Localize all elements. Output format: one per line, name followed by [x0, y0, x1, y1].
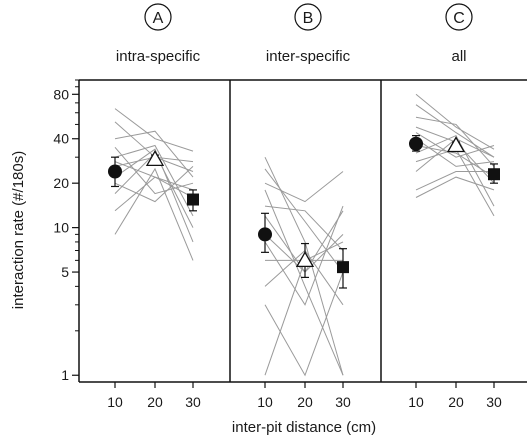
individual-lines	[114, 93, 495, 377]
individual-line	[114, 144, 194, 217]
mean-circle-marker	[409, 136, 423, 151]
mean-circle-marker	[108, 164, 122, 179]
individual-line	[415, 176, 495, 198]
panel-frames	[78, 79, 527, 383]
individual-line	[415, 116, 495, 167]
y-tick-label: 5	[61, 264, 69, 280]
y-axis-label: interaction rate (#/180s)	[10, 151, 27, 309]
x-tick-label: 20	[448, 394, 464, 410]
individual-line	[264, 168, 344, 273]
panel-letter-circle	[144, 3, 172, 31]
x-tick-label: 20	[297, 394, 313, 410]
individual-line	[415, 148, 495, 217]
x-tick-label: 10	[107, 394, 123, 410]
x-tick-label: 20	[147, 394, 163, 410]
mean-triangle-marker	[446, 136, 466, 153]
mean-circle-marker	[258, 227, 272, 242]
individual-line	[114, 130, 194, 178]
individual-line	[415, 171, 494, 191]
mean-square-marker	[187, 193, 199, 206]
y-tick-label: 20	[53, 175, 69, 191]
individual-line	[415, 93, 495, 150]
individual-line	[264, 171, 344, 203]
y-tick-label: 80	[53, 86, 69, 102]
x-tick-label: 30	[185, 394, 201, 410]
individual-line	[114, 166, 194, 203]
individual-line	[264, 189, 344, 376]
individual-line	[264, 271, 344, 377]
mean-triangle-marker	[145, 150, 165, 167]
x-axis-label: inter-pit distance (cm)	[232, 419, 376, 436]
panel-letter: C	[453, 10, 465, 27]
individual-line	[415, 132, 495, 158]
panel-subtitle: inter-specific	[266, 48, 351, 65]
individual-line	[114, 146, 194, 195]
individual-line	[264, 205, 344, 251]
panel-subtitle: intra-specific	[116, 48, 201, 65]
individual-line	[114, 167, 194, 261]
individual-line	[415, 145, 495, 178]
panel-letter-circle	[294, 3, 322, 31]
y-axis: 1 5 10 20 40 80	[53, 79, 79, 383]
x-tick-label: 10	[408, 394, 424, 410]
panel-letter: A	[153, 10, 164, 27]
individual-line	[264, 205, 344, 306]
individual-line	[415, 134, 495, 207]
y-tick-label: 10	[53, 220, 69, 236]
individual-line	[264, 156, 344, 376]
mean-markers	[108, 135, 500, 289]
panel-subtitle: all	[451, 48, 466, 65]
x-tick-label: 30	[486, 394, 502, 410]
mean-square-marker	[337, 261, 349, 274]
individual-line	[114, 176, 194, 212]
mean-triangle-marker	[295, 251, 315, 268]
individual-line	[114, 108, 194, 152]
individual-line	[114, 148, 194, 243]
panel-letter: B	[303, 10, 314, 27]
panel-letter-circle	[445, 3, 473, 31]
mean-square-marker	[488, 168, 500, 181]
y-tick-label: 40	[53, 131, 69, 147]
x-tick-label: 30	[335, 394, 351, 410]
x-tick-label: 10	[257, 394, 273, 410]
y-tick-label: 1	[61, 367, 69, 383]
x-axis: 10 20 30 10 20 30 10 20 30	[107, 382, 502, 410]
